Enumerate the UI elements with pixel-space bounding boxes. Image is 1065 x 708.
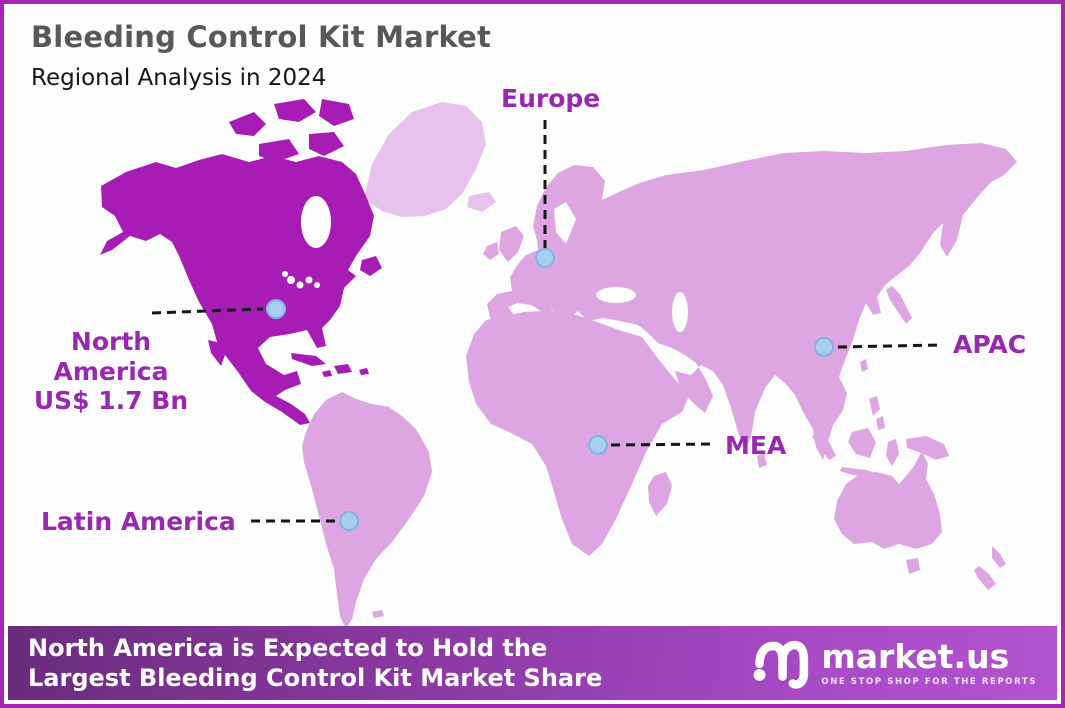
region-label-europe: Europe (501, 84, 601, 113)
leader-line-north-america (151, 307, 264, 315)
footer-headline: North America is Expected to Hold the La… (28, 633, 602, 693)
region-label-mea: MEA (725, 431, 787, 460)
world-map (100, 99, 1017, 629)
marketus-logo: market.us ONE STOP SHOP FOR THE REPORTS (751, 635, 1037, 691)
leader-line-mea (610, 442, 717, 447)
leader-lines (151, 120, 943, 523)
region-label-apac: APAC (953, 330, 1027, 359)
marketus-logo-text: market.us ONE STOP SHOP FOR THE REPORTS (821, 640, 1037, 687)
footer-headline-line2: Largest Bleeding Control Kit Market Shar… (28, 664, 603, 692)
leader-line-apac (837, 343, 943, 349)
region-label-north-america-name: North America (53, 327, 169, 386)
marker-apac (814, 337, 834, 357)
eurasia-landmass (302, 143, 1017, 629)
inland-seas (282, 196, 688, 332)
marketus-logo-name: market.us (821, 636, 1010, 676)
page-title: Bleeding Control Kit Market (31, 20, 492, 54)
footer-bar: North America is Expected to Hold the La… (8, 626, 1057, 700)
region-value-north-america: US$ 1.7 Bn (33, 386, 189, 415)
page-subtitle: Regional Analysis in 2024 (31, 65, 327, 91)
region-label-latin-america: Latin America (41, 507, 236, 536)
marker-north-america (266, 299, 286, 319)
marketus-logo-icon (753, 640, 809, 689)
region-markers (266, 248, 834, 531)
footer-headline-line1: North America is Expected to Hold the (28, 633, 548, 662)
marketus-logo-tagline: ONE STOP SHOP FOR THE REPORTS (821, 676, 1037, 687)
marker-latin-america (339, 511, 359, 531)
marker-europe (535, 248, 555, 268)
greenland-landmass (364, 102, 496, 217)
marker-mea (588, 435, 608, 455)
region-label-north-america: North America US$ 1.7 Bn (12, 327, 210, 416)
